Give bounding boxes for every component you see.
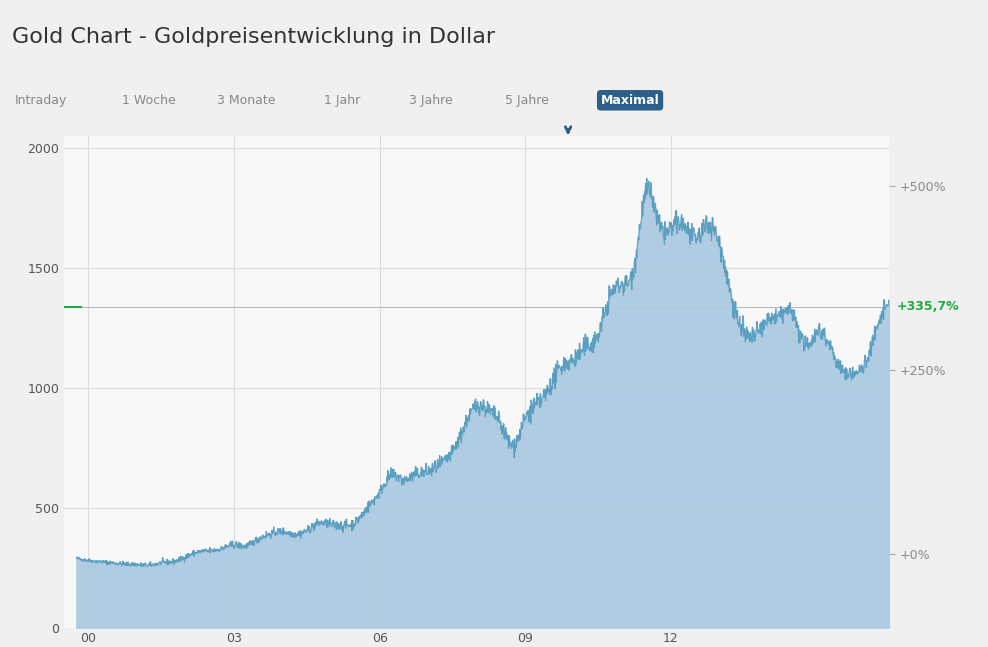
Text: 5 Jahre: 5 Jahre — [505, 94, 548, 107]
Text: 3 Jahre: 3 Jahre — [409, 94, 453, 107]
Text: 3 Monate: 3 Monate — [217, 94, 276, 107]
Text: 1 Jahr: 1 Jahr — [324, 94, 361, 107]
Text: Maximal: Maximal — [601, 94, 659, 107]
Text: 1 Woche: 1 Woche — [122, 94, 175, 107]
Text: +335,7%: +335,7% — [896, 300, 958, 313]
Text: Gold Chart - Goldpreisentwicklung in Dollar: Gold Chart - Goldpreisentwicklung in Dol… — [12, 27, 495, 47]
Text: Intraday: Intraday — [15, 94, 67, 107]
